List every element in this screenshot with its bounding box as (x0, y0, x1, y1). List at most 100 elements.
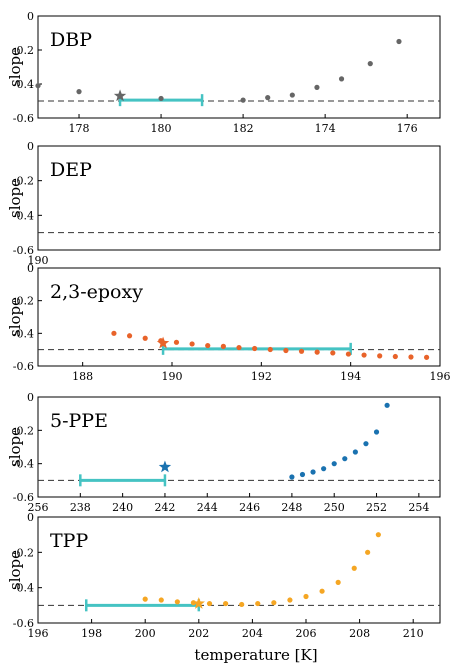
data-point (206, 600, 213, 607)
data-point (303, 593, 309, 600)
x-tick-label: 202 (188, 627, 209, 640)
y-tick-label: -0.6 (13, 112, 34, 125)
data-point (190, 600, 197, 606)
panel-title: DBP (50, 29, 92, 51)
data-point (314, 84, 320, 90)
x-tick-label: 238 (70, 501, 91, 514)
data-point (271, 600, 277, 606)
data-point (239, 601, 245, 608)
data-point (267, 346, 273, 353)
panel-3: 0-0.2-0.4-0.6188190192194196198184186slo… (6, 262, 451, 383)
x-tick-label: 198 (81, 627, 102, 640)
data-point (384, 402, 390, 408)
data-point (392, 353, 398, 360)
data-point (283, 347, 289, 354)
x-tick-label: 256 (28, 501, 49, 514)
data-point (375, 532, 381, 538)
x-tick-label: 200 (135, 627, 156, 640)
data-point (298, 348, 305, 354)
x-tick-label: 190 (162, 370, 183, 383)
data-point (287, 597, 293, 603)
y-tick-label: 0 (27, 140, 34, 153)
x-tick-label: 196 (28, 627, 49, 640)
x-tick-label: 208 (349, 627, 370, 640)
x-tick-label: 190 (28, 254, 49, 267)
data-point (236, 344, 242, 351)
y-axis-label: slope (6, 47, 24, 87)
panel-title: 5-PPE (50, 410, 108, 432)
x-tick-label: 180 (151, 122, 172, 135)
data-point (352, 449, 358, 455)
data-point (223, 600, 229, 607)
x-tick-label: 242 (154, 501, 175, 514)
data-point (189, 341, 195, 347)
x-tick-label: 204 (242, 627, 263, 640)
data-point (319, 588, 325, 594)
panel-1: 0 -0.2 -0.4 -0.6 178 180 182 174 176 slope DBP (6, 10, 441, 135)
data-point (35, 83, 41, 89)
star-marker (192, 597, 205, 609)
x-tick-label: 248 (281, 501, 302, 514)
data-point (408, 354, 414, 360)
y-axis-label: slope (6, 178, 24, 218)
x-tick-label: 192 (251, 370, 272, 383)
data-point (331, 461, 337, 467)
x-tick-label: 250 (324, 501, 345, 514)
x-tick-label: 252 (366, 501, 387, 514)
y-tick-label: -0.2 (13, 175, 34, 188)
data-point (173, 339, 180, 345)
y-axis-label: slope (6, 297, 24, 337)
data-point (240, 97, 246, 103)
axes-box (37, 15, 441, 119)
x-tick-label: 240 (112, 501, 133, 514)
y-tick-label: -0.2 (13, 295, 34, 308)
data-point (76, 89, 82, 95)
data-point (111, 330, 117, 336)
y-tick-label: -0.2 (13, 424, 34, 437)
y-tick-label: 0 (27, 511, 34, 524)
x-tick-label: 182 (233, 122, 254, 135)
data-point (252, 345, 258, 352)
y-tick-label: 0 (27, 262, 34, 275)
y-tick-label: -0.4 (13, 78, 34, 91)
data-point (361, 352, 367, 358)
y-tick-label: -0.2 (13, 44, 34, 57)
data-point (314, 349, 320, 355)
star-marker (158, 460, 172, 473)
data-point (289, 92, 295, 98)
data-point (126, 333, 133, 339)
x-tick-label: 206 (296, 627, 317, 640)
data-point (330, 350, 336, 356)
y-tick-label: -0.2 (13, 546, 34, 559)
star-marker (113, 89, 127, 102)
axes-box (37, 396, 441, 498)
data-point (220, 343, 226, 349)
y-tick-label: -0.4 (13, 582, 34, 595)
data-point (367, 61, 373, 67)
data-point (377, 353, 383, 359)
y-axis-label: slope (6, 427, 24, 467)
y-tick-label: -0.6 (13, 617, 34, 630)
data-point (351, 565, 357, 571)
axes-box (37, 516, 441, 624)
data-point (365, 549, 371, 555)
y-tick-label: 0 (27, 391, 34, 404)
panel-2: 0-0.2-0.4-0.6190192180182184188slopeDEP (6, 140, 441, 267)
data-point (299, 471, 306, 478)
data-point (158, 95, 164, 102)
x-tick-label: 176 (397, 122, 418, 135)
data-point (321, 466, 327, 472)
data-point (424, 354, 430, 360)
y-tick-label: 0 (27, 10, 34, 23)
x-tick-label: 210 (403, 627, 424, 640)
x-tick-label: 244 (197, 501, 218, 514)
x-tick-label: 178 (69, 122, 90, 135)
y-tick-label: -0.6 (13, 360, 34, 373)
y-tick-label: -0.6 (13, 491, 34, 504)
x-tick-label: 246 (239, 501, 260, 514)
data-point (158, 597, 164, 603)
data-point (205, 342, 211, 349)
